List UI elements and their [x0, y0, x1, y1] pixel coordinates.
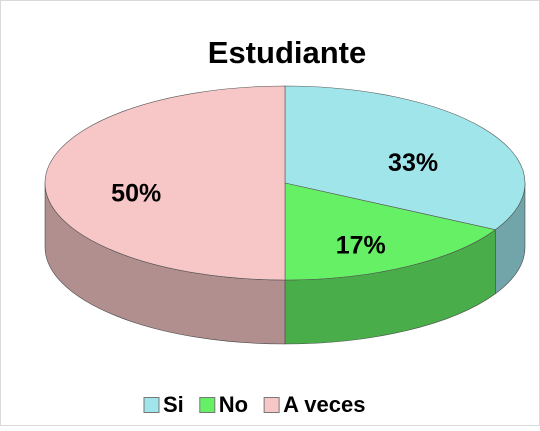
slice [44, 85, 286, 281]
legend-swatch [199, 397, 216, 413]
legend-label: Si [163, 392, 184, 417]
data-label: 17% [336, 231, 386, 259]
legend-swatch [143, 397, 160, 413]
slice-side-shade [45, 183, 285, 344]
slice-side-shade [285, 229, 496, 344]
data-label: 33% [388, 149, 438, 177]
slice [284, 182, 497, 281]
legend-label: A veces [283, 392, 365, 417]
legend-swatch [263, 397, 280, 413]
slice-side-shade [495, 183, 525, 294]
slice [284, 85, 526, 231]
data-label: 50% [111, 180, 161, 208]
legend-label: No [219, 392, 248, 417]
chart-title: Estudiante [208, 35, 366, 70]
